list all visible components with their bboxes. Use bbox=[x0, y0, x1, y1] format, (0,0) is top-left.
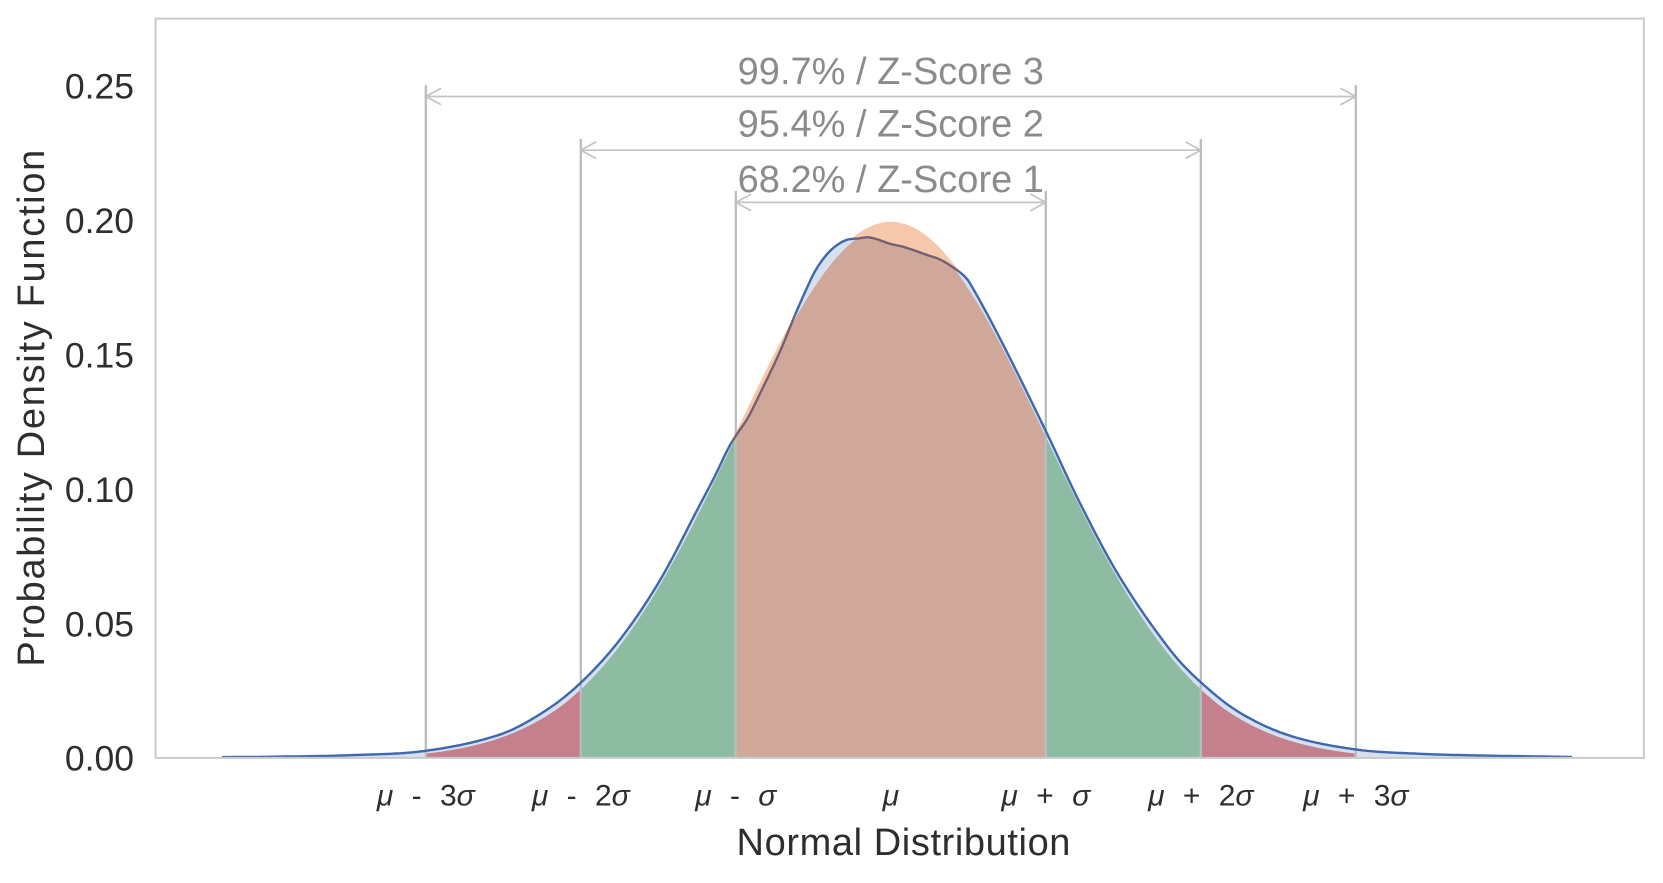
svg-text:μ - σ: μ - σ bbox=[694, 780, 778, 813]
svg-text:95.4% / Z-Score 2: 95.4% / Z-Score 2 bbox=[738, 104, 1044, 146]
svg-text:0.20: 0.20 bbox=[65, 201, 134, 241]
svg-text:0.10: 0.10 bbox=[65, 470, 134, 510]
svg-text:μ + 2σ: μ + 2σ bbox=[1147, 780, 1255, 813]
svg-text:99.7% / Z-Score 3: 99.7% / Z-Score 3 bbox=[738, 51, 1044, 93]
svg-text:Probability Density Function: Probability Density Function bbox=[11, 148, 53, 667]
svg-text:μ - 2σ: μ - 2σ bbox=[531, 780, 632, 813]
svg-text:μ + σ: μ + σ bbox=[1000, 780, 1092, 813]
svg-text:0.25: 0.25 bbox=[65, 67, 134, 107]
svg-text:0.05: 0.05 bbox=[65, 604, 134, 644]
svg-text:0.15: 0.15 bbox=[65, 336, 134, 376]
svg-text:68.2% / Z-Score 1: 68.2% / Z-Score 1 bbox=[738, 159, 1044, 201]
svg-text:Normal Distribution: Normal Distribution bbox=[737, 822, 1072, 864]
svg-text:μ + 3σ: μ + 3σ bbox=[1302, 780, 1410, 813]
svg-text:0.00: 0.00 bbox=[65, 739, 134, 779]
svg-text:μ - 3σ: μ - 3σ bbox=[376, 780, 477, 813]
svg-text:μ: μ bbox=[882, 780, 899, 813]
